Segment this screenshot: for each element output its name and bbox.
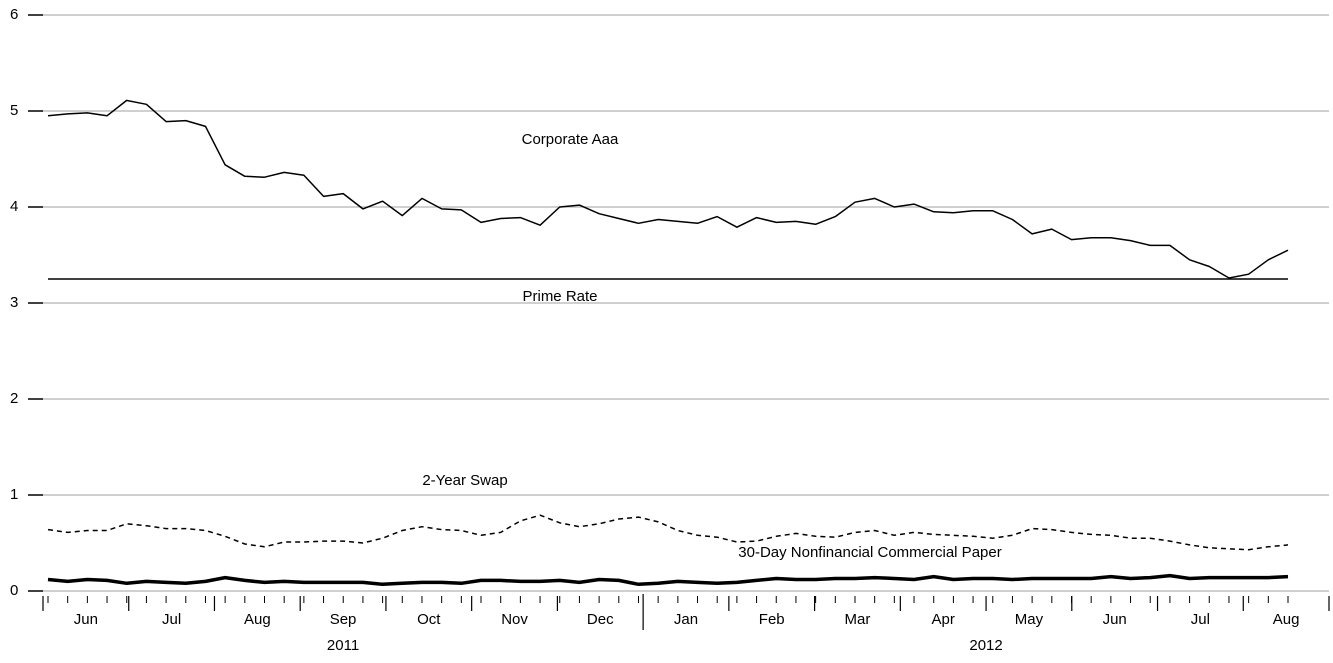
x-tick-label: Dec [587, 611, 614, 628]
x-tick-label: Jan [674, 611, 698, 628]
series-label: 30-Day Nonfinancial Commercial Paper [738, 544, 1001, 561]
x-tick-label: Apr [932, 611, 955, 628]
y-tick-label: 4 [10, 198, 18, 215]
series-label: Prime Rate [522, 288, 597, 305]
x-tick-label: Sep [330, 611, 357, 628]
x-tick-label: Jun [74, 611, 98, 628]
y-tick-label: 3 [10, 294, 18, 311]
x-tick-label: Nov [501, 611, 528, 628]
x-tick-label: Aug [1273, 611, 1300, 628]
series-label: 2-Year Swap [422, 472, 507, 489]
year-label: 2011 [327, 637, 359, 654]
y-tick-label: 1 [10, 486, 18, 503]
x-tick-label: Jul [162, 611, 181, 628]
year-label: 2012 [969, 637, 1002, 654]
x-tick-label: Mar [845, 611, 871, 628]
y-tick-label: 5 [10, 102, 18, 119]
series-line [47, 99, 1289, 279]
y-tick-label: 2 [10, 390, 18, 407]
y-tick-label: 6 [10, 6, 18, 23]
x-tick-label: May [1015, 611, 1044, 628]
series-line [47, 573, 1289, 587]
x-tick-label: Feb [759, 611, 785, 628]
y-tick-label: 0 [10, 582, 18, 599]
x-tick-label: Oct [417, 611, 441, 628]
series-line [47, 514, 1289, 551]
x-tick-label: Jul [1191, 611, 1210, 628]
x-tick-label: Aug [244, 611, 271, 628]
x-tick-label: Jun [1103, 611, 1127, 628]
series-label: Corporate Aaa [522, 131, 619, 148]
